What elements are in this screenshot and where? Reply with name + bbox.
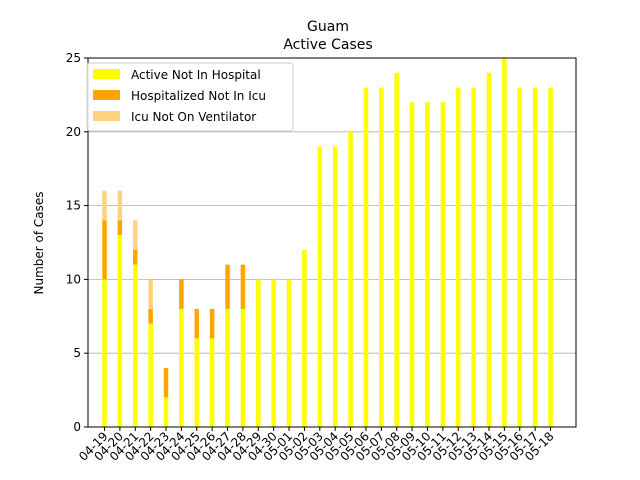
bar-hospitalized-not-in-icu [133, 249, 138, 265]
y-tick-label: 5 [73, 346, 81, 360]
bar-active-not-in-hospital [425, 102, 430, 427]
bar-active-not-in-hospital [440, 102, 446, 427]
x-axis: 04-1904-2004-2104-2204-2304-2404-2504-26… [76, 427, 557, 464]
legend-label: Icu Not On Ventilator [131, 110, 256, 124]
bar-hospitalized-not-in-icu [240, 264, 246, 309]
bar-active-not-in-hospital [271, 279, 276, 427]
bars [102, 58, 553, 428]
y-tick-label: 25 [66, 51, 81, 65]
bar-active-not-in-hospital [240, 308, 246, 427]
bar-hospitalized-not-in-icu [148, 308, 153, 324]
legend-swatch [93, 90, 120, 100]
y-axis: 0 5 10 15 20 25 [66, 51, 88, 434]
bar-active-not-in-hospital [102, 279, 107, 427]
chart-title: Guam [307, 19, 349, 35]
gridlines [88, 131, 576, 354]
bar-active-not-in-hospital [317, 146, 323, 427]
bar-active-not-in-hospital [286, 279, 292, 427]
y-tick-label: 15 [66, 199, 81, 213]
bar-active-not-in-hospital [471, 87, 476, 428]
bar-active-not-in-hospital [486, 72, 492, 427]
plot-frame [87, 57, 577, 428]
bar-active-not-in-hospital [225, 308, 230, 427]
y-tick-label: 20 [66, 125, 81, 139]
legend-label: Hospitalized Not In Icu [131, 89, 266, 103]
bar-active-not-in-hospital [117, 235, 123, 427]
bar-active-not-in-hospital [548, 87, 553, 428]
bar-active-not-in-hospital [302, 249, 307, 427]
bar-active-not-in-hospital [517, 87, 522, 428]
bar-active-not-in-hospital [209, 338, 215, 427]
y-tick-label: 10 [66, 272, 81, 286]
bar-active-not-in-hospital [379, 87, 384, 428]
legend-swatch [93, 69, 120, 79]
bar-hospitalized-not-in-icu [179, 279, 184, 309]
legend-box [86, 62, 294, 132]
legend-swatch [93, 111, 120, 121]
bar-hospitalized-not-in-icu [163, 367, 169, 398]
bar-active-not-in-hospital [502, 58, 507, 427]
bar-hospitalized-not-in-icu [194, 308, 200, 339]
legend: Active Not In Hospital Hospitalized Not I… [86, 62, 294, 132]
y-axis-label: Number of Cases [32, 191, 46, 294]
bar-icu-not-on-ventilator [117, 190, 123, 221]
bar-hospitalized-not-in-icu [117, 220, 123, 236]
bar-active-not-in-hospital [532, 87, 538, 428]
bar-active-not-in-hospital [409, 102, 415, 427]
bar-icu-not-on-ventilator [133, 220, 138, 250]
bar-active-not-in-hospital [163, 397, 169, 427]
y-tick-label: 0 [73, 420, 81, 434]
bar-active-not-in-hospital [363, 87, 369, 428]
bar-active-not-in-hospital [194, 338, 200, 427]
bar-active-not-in-hospital [148, 323, 153, 427]
bar-hospitalized-not-in-icu [225, 264, 230, 309]
bar-icu-not-on-ventilator [102, 190, 107, 221]
chart-subtitle: Active Cases [283, 37, 372, 53]
bar-active-not-in-hospital [179, 308, 184, 427]
bar-active-not-in-hospital [133, 264, 138, 427]
bar-active-not-in-hospital [455, 87, 461, 428]
bar-hospitalized-not-in-icu [102, 220, 107, 280]
legend-label: Active Not In Hospital [131, 68, 261, 82]
bar-active-not-in-hospital [332, 146, 338, 427]
bar-hospitalized-not-in-icu [209, 308, 215, 339]
bar-active-not-in-hospital [256, 279, 261, 427]
bar-icu-not-on-ventilator [148, 279, 153, 309]
bar-active-not-in-hospital [394, 72, 399, 427]
bar-active-not-in-hospital [348, 131, 353, 428]
